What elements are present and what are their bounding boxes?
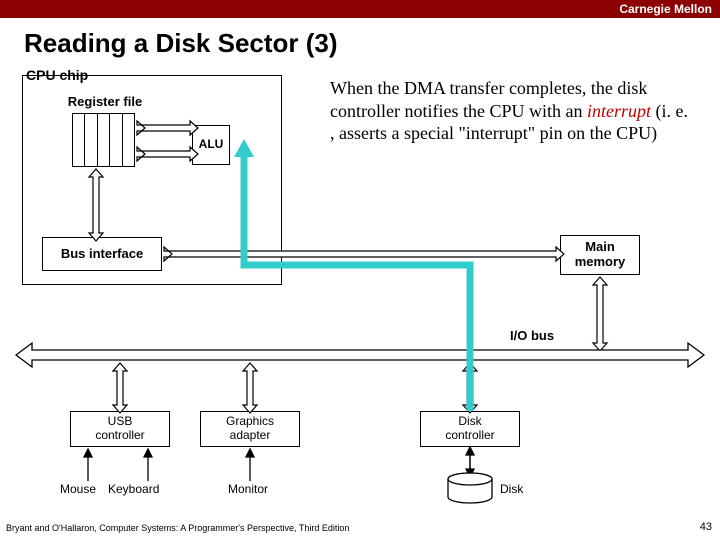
explain-emph: interrupt: [587, 101, 651, 121]
diskctrl-line1: Disk: [458, 415, 481, 429]
arrow-monitor: [246, 449, 254, 481]
alu-label: ALU: [199, 138, 224, 152]
bus-interface-label: Bus interface: [61, 247, 143, 262]
io-bus-label: I/O bus: [510, 329, 554, 344]
io-bus-arrow: [16, 343, 704, 367]
main-memory-label1: Main: [585, 240, 615, 255]
bus-interface-box: Bus interface: [42, 237, 162, 271]
arrow-usb-iobus: [113, 363, 127, 413]
diagram-stage: CPU chip Register file ALU Bus interface…: [0, 67, 720, 537]
header-bar: Carnegie Mellon: [0, 0, 720, 18]
register-file-box: [72, 113, 135, 167]
footer-text: Bryant and O'Hallaron, Computer Systems:…: [6, 523, 349, 533]
monitor-label: Monitor: [228, 483, 268, 497]
graphics-line2: adapter: [230, 429, 271, 443]
slide-title: Reading a Disk Sector (3): [24, 28, 720, 59]
graphics-line1: Graphics: [226, 415, 274, 429]
page-number: 43: [700, 521, 712, 533]
main-memory-box: Main memory: [560, 235, 640, 275]
explanation-text: When the DMA transfer completes, the dis…: [330, 77, 690, 145]
keyboard-label: Keyboard: [108, 483, 159, 497]
arrow-diskctrl-disk: [466, 447, 474, 477]
diskctrl-box: Disk controller: [420, 411, 520, 447]
cpu-chip-label: CPU chip: [26, 67, 88, 83]
arrow-diskctrl-iobus: [463, 363, 477, 413]
usb-box: USB controller: [70, 411, 170, 447]
arrow-graphics-iobus: [243, 363, 257, 413]
graphics-box: Graphics adapter: [200, 411, 300, 447]
register-file-label: Register file: [60, 95, 150, 110]
usb-line1: USB: [108, 415, 133, 429]
brand-text: Carnegie Mellon: [619, 2, 712, 16]
arrow-keyboard: [144, 449, 152, 481]
disk-cylinder: [448, 473, 492, 503]
mouse-label: Mouse: [60, 483, 96, 497]
diskctrl-line2: controller: [445, 429, 494, 443]
arrow-mouse: [84, 449, 92, 481]
alu-box: ALU: [192, 125, 230, 165]
arrow-mainmem-iobus: [593, 277, 607, 351]
usb-line2: controller: [95, 429, 144, 443]
disk-label: Disk: [500, 483, 523, 497]
main-memory-label2: memory: [575, 255, 626, 270]
